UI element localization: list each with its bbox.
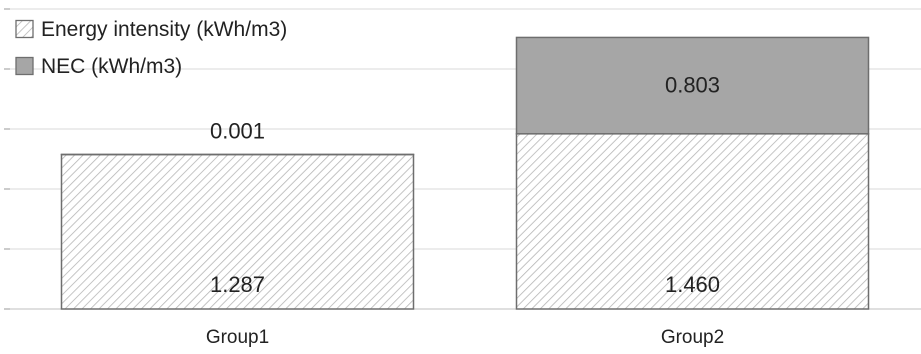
data-label: 0.001 [210,118,265,143]
x-tick-label: Group1 [206,327,269,348]
x-tick-label: Group2 [661,327,724,348]
legend-label-nec: NEC (kWh/m3) [41,55,182,78]
legend-swatch-nec [15,56,34,76]
bar-energy-intensity-group1 [60,153,415,310]
bar-nec-group2 [515,36,870,135]
data-labels: 1.287 0.001 1.460 0.803 [210,73,720,297]
bars [60,36,870,310]
bar-energy-intensity-group2 [515,133,870,310]
legend: Energy intensity (kWh/m3) NEC (kWh/m3) [15,18,287,78]
legend-label-energy-intensity: Energy intensity (kWh/m3) [41,18,287,41]
data-label: 1.287 [210,272,265,297]
x-axis: Group1 Group2 [206,327,724,348]
data-label: 1.460 [665,272,720,297]
data-label: 0.803 [665,73,720,98]
legend-swatch-energy-intensity [15,19,34,39]
